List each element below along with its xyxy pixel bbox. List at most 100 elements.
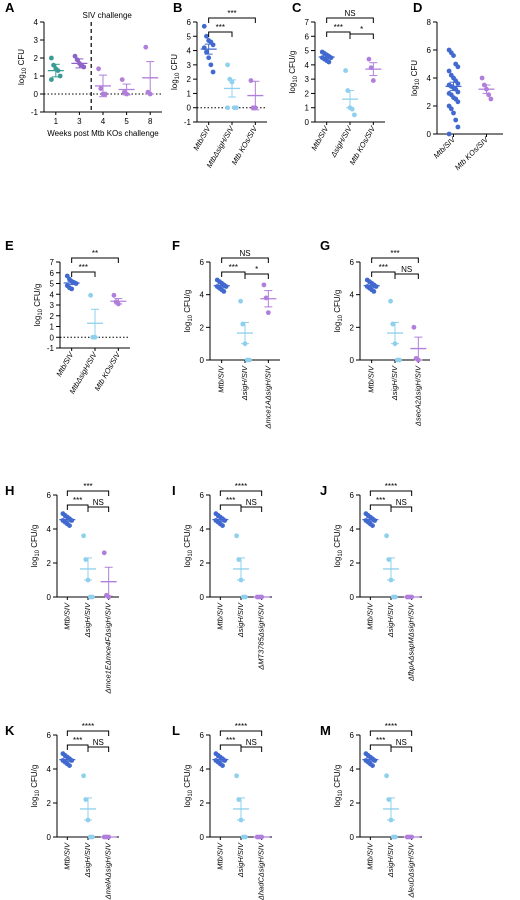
x-category-label: Mtb KOs/SIV — [453, 134, 491, 172]
data-point — [455, 64, 461, 70]
y-tick-label: 7 — [305, 18, 310, 27]
x-category-label: Mtb/SIV — [62, 602, 71, 630]
panel-label: K — [5, 723, 15, 738]
significance-label: **** — [385, 482, 397, 491]
y-axis-title: log10 CFU/g — [33, 284, 44, 327]
significance-label: **** — [385, 722, 397, 731]
panel-label: J — [320, 483, 327, 498]
y-tick-label: 4 — [305, 61, 310, 70]
data-point — [206, 55, 212, 61]
significance-bracket — [326, 17, 374, 23]
data-point — [220, 763, 225, 768]
y-unit-name: CFU — [17, 49, 26, 68]
panel-label: E — [5, 238, 14, 253]
data-point — [234, 533, 240, 539]
significance-label: *** — [227, 9, 236, 18]
significance-bracket — [369, 730, 413, 736]
y-tick-label: 2 — [187, 75, 192, 84]
y-tick-label: 4 — [350, 291, 355, 300]
y-unit-log: log — [333, 322, 342, 333]
data-point — [451, 110, 456, 116]
significance-label: **** — [82, 722, 94, 731]
data-point — [243, 834, 248, 840]
significance-bracket — [240, 506, 263, 512]
data-point — [488, 96, 494, 102]
significance-bracket — [71, 257, 119, 263]
y-tick-label: 0 — [34, 90, 39, 99]
data-point — [343, 68, 348, 73]
significance-label: *** — [83, 482, 92, 491]
panel-label: F — [172, 238, 180, 253]
data-point — [204, 33, 209, 39]
y-tick-label: 0 — [350, 356, 355, 365]
y-tick-label: 1 — [305, 104, 310, 113]
significance-label: *** — [376, 496, 385, 505]
y-unit-log: log — [30, 557, 39, 568]
significance-label: *** — [226, 736, 235, 745]
data-point — [261, 282, 267, 288]
data-point — [72, 53, 78, 59]
y-tick-label: 0 — [427, 130, 432, 139]
data-point — [388, 298, 393, 304]
significance-bracket — [66, 730, 110, 736]
y-tick-label: 2 — [200, 559, 205, 568]
siv-challenge-annotation: SIV challenge — [83, 11, 133, 20]
panel-label: I — [172, 483, 176, 498]
significance-label: *** — [229, 263, 238, 272]
y-axis-title: log10 CFU — [17, 49, 28, 85]
data-point — [373, 284, 379, 289]
y-tick-label: 2 — [200, 323, 205, 332]
significance-label: **** — [235, 482, 247, 491]
x-category-label: ΔsigH/SIV — [236, 842, 245, 878]
y-tick-label: 1 — [34, 72, 39, 81]
y-tick-label: 0 — [350, 833, 355, 842]
y-unit-name: CFU/g — [288, 51, 297, 76]
x-category-label: ΔsigH/SIV — [328, 124, 354, 160]
y-unit-name: CFU — [410, 60, 419, 79]
y-tick-label: 8 — [427, 18, 432, 27]
x-category-label: ΔsigH/SIV — [236, 602, 245, 638]
data-point — [201, 23, 207, 29]
y-axis-title: log10 CFU/g — [30, 765, 41, 808]
y-tick-label: -1 — [184, 118, 192, 127]
panel-label: A — [5, 0, 15, 15]
data-point — [328, 55, 334, 61]
panel-label: L — [172, 723, 180, 738]
panel-label: C — [292, 0, 302, 15]
y-unit-name: CFU/g — [333, 765, 342, 790]
significance-bracket — [349, 33, 374, 39]
panel-l: L 0 2 4 6 log10 CFU/g Mtb/SIV ΔsigH/SIV ΔhadCΔsi… — [172, 722, 272, 900]
significance-bracket — [87, 746, 110, 752]
data-point — [69, 286, 75, 292]
panel-f: F 0 2 4 6 log10 CFU/g Mtb/SIV ΔsigH/SIV Δmce1AΔs… — [172, 238, 280, 430]
y-tick-label: 0 — [47, 593, 52, 602]
data-point — [225, 62, 231, 68]
significance-label: NS — [239, 249, 250, 258]
x-category-label: ΔleuDΔsigH/SIV — [407, 842, 416, 899]
data-point — [210, 69, 216, 75]
data-point — [101, 550, 107, 556]
data-point — [370, 523, 375, 528]
y-unit-name: CFU/g — [30, 765, 39, 790]
y-tick-label: 1 — [187, 89, 192, 98]
significance-bracket — [371, 257, 419, 263]
y-tick-label: 4 — [187, 47, 192, 56]
data-point — [384, 533, 389, 539]
significance-bracket — [390, 506, 413, 512]
y-axis-title: log10 CFU/g — [333, 765, 344, 808]
significance-bracket — [326, 31, 351, 37]
y-axis-title: log10 CFU/g — [183, 525, 194, 568]
x-category-label: Mtb/SIV — [432, 134, 458, 160]
x-category-label: Mtb/SIV — [365, 602, 374, 630]
x-category-label: Δmce1EΔmce4FΔsigH/SIV — [104, 602, 113, 695]
y-tick-label: 6 — [350, 731, 355, 740]
y-tick-label: 6 — [305, 32, 310, 41]
y-tick-label: 3 — [34, 36, 39, 45]
y-axis-title: log10 CFU/g — [30, 525, 41, 568]
y-tick-label: 4 — [200, 291, 205, 300]
significance-bracket — [221, 271, 246, 277]
y-tick-label: 0 — [350, 593, 355, 602]
